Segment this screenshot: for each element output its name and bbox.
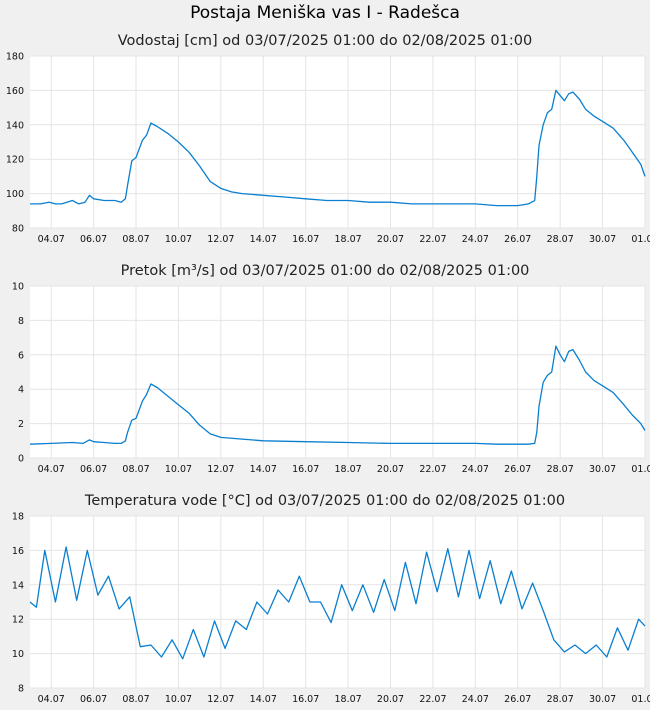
x-tick-label: 30.07 <box>589 234 616 245</box>
x-tick-label: 12.07 <box>207 694 234 705</box>
chart-title: Vodostaj [cm] od 03/07/2025 01:00 do 02/… <box>118 33 532 49</box>
y-tick-label: 120 <box>6 155 24 166</box>
x-tick-label: 14.07 <box>250 464 277 475</box>
x-tick-label: 01.08 <box>631 694 650 705</box>
x-tick-label: 30.07 <box>589 694 616 705</box>
x-tick-label: 04.07 <box>38 234 65 245</box>
y-tick-label: 4 <box>18 385 24 396</box>
x-tick-label: 10.07 <box>165 694 192 705</box>
x-tick-label: 18.07 <box>335 464 362 475</box>
x-tick-label: 24.07 <box>462 694 489 705</box>
x-tick-label: 06.07 <box>80 694 107 705</box>
x-tick-label: 08.07 <box>122 234 149 245</box>
y-tick-label: 6 <box>18 350 24 361</box>
water-level-chart: Vodostaj [cm] od 03/07/2025 01:00 do 02/… <box>6 33 650 245</box>
x-tick-label: 30.07 <box>589 464 616 475</box>
series-line <box>29 345 646 445</box>
y-tick-label: 10 <box>12 649 24 660</box>
series-line <box>30 89 646 207</box>
y-tick-label: 12 <box>12 615 24 626</box>
y-tick-label: 14 <box>12 580 24 591</box>
x-tick-label: 24.07 <box>462 464 489 475</box>
water-temperature-chart: Temperatura vode [°C] od 03/07/2025 01:0… <box>12 493 650 705</box>
x-tick-label: 24.07 <box>462 234 489 245</box>
x-tick-label: 20.07 <box>377 464 404 475</box>
x-tick-label: 18.07 <box>335 694 362 705</box>
page-title: Postaja Meniška vas I - Radešca <box>190 3 460 23</box>
y-tick-label: 80 <box>12 224 24 235</box>
x-tick-label: 20.07 <box>377 694 404 705</box>
x-tick-label: 26.07 <box>504 234 531 245</box>
y-tick-label: 140 <box>6 120 24 131</box>
x-tick-label: 08.07 <box>122 464 149 475</box>
series-line <box>29 546 646 660</box>
x-tick-label: 12.07 <box>207 464 234 475</box>
x-tick-label: 14.07 <box>250 234 277 245</box>
x-tick-label: 01.08 <box>631 234 650 245</box>
x-tick-label: 10.07 <box>165 464 192 475</box>
x-tick-label: 28.07 <box>547 694 574 705</box>
x-tick-label: 06.07 <box>80 234 107 245</box>
x-tick-label: 04.07 <box>38 694 65 705</box>
y-tick-label: 8 <box>18 684 24 695</box>
y-tick-label: 2 <box>18 419 24 430</box>
x-tick-label: 18.07 <box>335 234 362 245</box>
x-tick-label: 22.07 <box>419 234 446 245</box>
chart-title: Pretok [m³/s] od 03/07/2025 01:00 do 02/… <box>121 263 530 279</box>
y-tick-label: 10 <box>12 282 24 293</box>
x-tick-label: 16.07 <box>292 694 319 705</box>
x-tick-label: 08.07 <box>122 694 149 705</box>
x-tick-label: 16.07 <box>292 234 319 245</box>
plot-area <box>30 286 645 458</box>
x-tick-label: 22.07 <box>419 694 446 705</box>
chart-title: Temperatura vode [°C] od 03/07/2025 01:0… <box>84 493 565 509</box>
plot-area <box>30 56 645 228</box>
x-tick-label: 26.07 <box>504 464 531 475</box>
x-tick-label: 28.07 <box>547 464 574 475</box>
x-tick-label: 06.07 <box>80 464 107 475</box>
x-tick-label: 01.08 <box>631 464 650 475</box>
y-tick-label: 160 <box>6 86 24 97</box>
x-tick-label: 26.07 <box>504 694 531 705</box>
y-tick-label: 0 <box>18 454 24 465</box>
x-tick-label: 16.07 <box>292 464 319 475</box>
y-tick-label: 16 <box>12 546 24 557</box>
y-tick-label: 180 <box>6 52 24 63</box>
x-tick-label: 28.07 <box>547 234 574 245</box>
x-tick-label: 14.07 <box>250 694 277 705</box>
x-tick-label: 12.07 <box>207 234 234 245</box>
x-tick-label: 20.07 <box>377 234 404 245</box>
y-tick-label: 18 <box>12 512 24 523</box>
y-tick-label: 100 <box>6 189 24 200</box>
x-tick-label: 04.07 <box>38 464 65 475</box>
x-tick-label: 10.07 <box>165 234 192 245</box>
y-tick-label: 8 <box>18 316 24 327</box>
discharge-chart: Pretok [m³/s] od 03/07/2025 01:00 do 02/… <box>12 263 650 475</box>
x-tick-label: 22.07 <box>419 464 446 475</box>
